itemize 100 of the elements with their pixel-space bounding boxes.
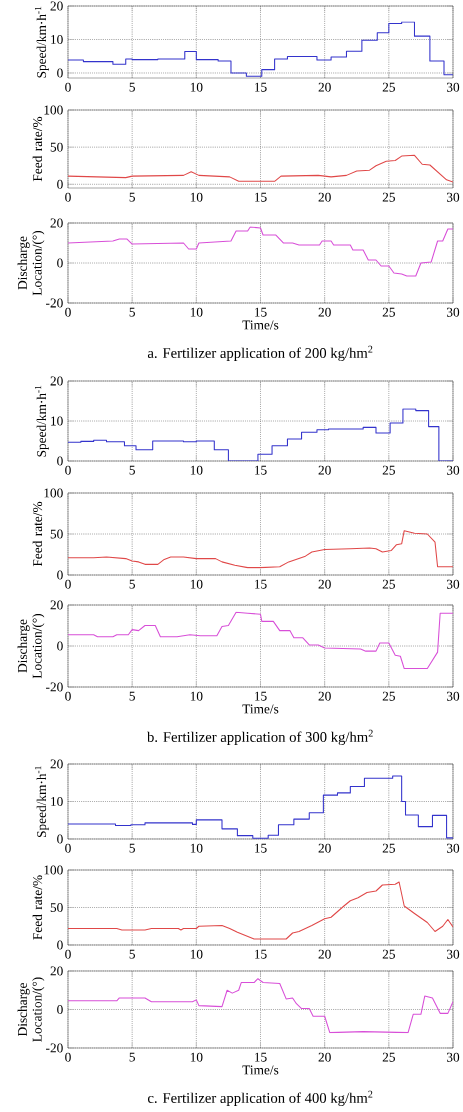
x-tick-label: 20 — [318, 579, 331, 589]
x-tick-label: 0 — [65, 1052, 71, 1062]
y-axis-title: Feed rate/% — [32, 875, 43, 940]
y-tick-label: -20 — [46, 298, 63, 308]
y-tick-label: 10 — [51, 35, 63, 44]
y-axis-title: Speed/km·h$^{-1}$ — [34, 385, 49, 457]
x-tick-label: 10 — [190, 949, 203, 959]
x-tick-label: 30 — [446, 1052, 460, 1062]
y-axis-title: Speed/km·h$^{-1}$ — [34, 6, 49, 78]
x-tick-label: 30 — [446, 691, 460, 701]
y-tick-label: 100 — [44, 488, 63, 498]
x-tick-label: 10 — [190, 82, 203, 92]
x-tick-label: 20 — [318, 192, 331, 202]
y-tick-label: 0 — [57, 456, 63, 466]
x-tick-label: 5 — [129, 307, 135, 317]
x-tick-label: 20 — [318, 949, 331, 959]
x-tick-label: 15 — [255, 465, 267, 475]
text: a. Fertilizer application of 200 kg/hm$^{2}$ — [147, 345, 373, 361]
x-tick-label: 25 — [382, 82, 395, 92]
x-tick-label: 30 — [446, 307, 460, 317]
x-tick-label: 20 — [318, 465, 331, 475]
y-tick-label: 10 — [51, 797, 63, 806]
y-axis-title: Feed rate/% — [32, 501, 43, 567]
x-tick-label: 0 — [65, 307, 71, 317]
x-tick-label: 5 — [129, 949, 135, 959]
y-tick-label: 50 — [50, 529, 63, 539]
y-tick-label: 0 — [57, 258, 63, 268]
x-tick-label: 25 — [382, 843, 395, 853]
x-tick-label: 5 — [129, 192, 135, 202]
x-tick-label: 25 — [382, 949, 395, 959]
y-axis-title: Speed/km·h$^{-1}$ — [34, 766, 49, 838]
x-tick-label: 10 — [190, 1052, 203, 1062]
x-tick-label: 15 — [255, 1052, 267, 1062]
x-tick-label: 5 — [129, 691, 135, 701]
y-tick-label: 20 — [50, 600, 63, 610]
text: b. Fertilizer application of 300 kg/hm$^{2}$ — [147, 729, 373, 745]
line-series — [68, 226, 453, 277]
x-tick-label: 30 — [446, 82, 460, 92]
x-tick-label: 20 — [318, 82, 331, 92]
x-tick-label: 10 — [190, 192, 203, 202]
y-axis-title: Discharge Location/(°) — [17, 613, 45, 679]
x-tick-label: 15 — [255, 949, 267, 959]
line-series — [68, 530, 453, 569]
y-tick-label: 20 — [50, 1, 63, 11]
x-tick-label: 30 — [446, 949, 460, 959]
x-tick-label: 25 — [382, 579, 395, 589]
line-series — [68, 978, 453, 1034]
x-tick-label: 20 — [318, 307, 331, 317]
x-tick-label: 0 — [65, 192, 71, 202]
x-tick-label: 5 — [129, 465, 135, 475]
y-tick-label: 20 — [50, 218, 63, 228]
x-tick-label: 15 — [255, 307, 267, 317]
y-tick-label: 50 — [50, 142, 63, 152]
x-tick-label: 5 — [129, 579, 135, 589]
line-series — [68, 881, 453, 940]
y-tick-label: 20 — [50, 759, 63, 769]
y-tick-label: 0 — [57, 570, 63, 580]
x-axis-title: Time/s — [242, 320, 279, 330]
x-tick-label: 25 — [382, 1052, 395, 1062]
x-tick-label: 0 — [65, 82, 71, 92]
x-tick-label: 0 — [65, 691, 71, 701]
y-tick-label: 50 — [50, 903, 63, 912]
y-axis-title: Feed rate/% — [32, 116, 43, 182]
x-tick-label: 0 — [65, 949, 71, 959]
y-tick-label: -20 — [46, 682, 63, 692]
x-tick-label: 30 — [446, 843, 460, 853]
x-tick-label: 20 — [318, 843, 331, 853]
y-tick-label: 20 — [50, 376, 63, 386]
x-tick-label: 15 — [255, 192, 267, 202]
x-tick-label: 20 — [318, 691, 331, 701]
text: c. Fertilizer application of 400 kg/hm$^{2}$ — [147, 1090, 373, 1106]
x-tick-label: 5 — [129, 1052, 135, 1062]
x-tick-label: 25 — [382, 691, 395, 701]
x-tick-label: 5 — [129, 82, 135, 92]
x-tick-label: 0 — [65, 465, 71, 475]
x-tick-label: 10 — [190, 843, 203, 853]
y-tick-label: 0 — [57, 1005, 63, 1014]
x-tick-label: 25 — [382, 465, 395, 475]
y-tick-label: 20 — [50, 966, 63, 976]
y-tick-label: 0 — [57, 834, 63, 844]
y-tick-label: 100 — [44, 105, 63, 115]
x-tick-label: 15 — [255, 843, 267, 853]
x-tick-label: 10 — [190, 579, 203, 589]
x-tick-label: 10 — [190, 691, 203, 701]
x-tick-label: 30 — [446, 465, 460, 475]
x-tick-label: 15 — [255, 82, 267, 92]
x-tick-label: 0 — [65, 843, 71, 853]
x-tick-label: 5 — [129, 843, 135, 853]
x-tick-label: 20 — [318, 1052, 331, 1062]
x-axis-title: Time/s — [242, 704, 279, 714]
x-tick-label: 25 — [382, 307, 395, 317]
x-tick-label: 10 — [190, 307, 203, 317]
x-tick-label: 10 — [190, 465, 203, 475]
y-tick-label: 100 — [44, 865, 63, 875]
y-tick-label: 0 — [57, 641, 63, 651]
line-series — [68, 611, 453, 670]
y-axis-title: Discharge Location/(°) — [17, 230, 45, 296]
y-tick-label: 0 — [57, 179, 63, 189]
x-tick-label: 25 — [382, 192, 395, 202]
x-axis-title: Time/s — [242, 1065, 279, 1075]
